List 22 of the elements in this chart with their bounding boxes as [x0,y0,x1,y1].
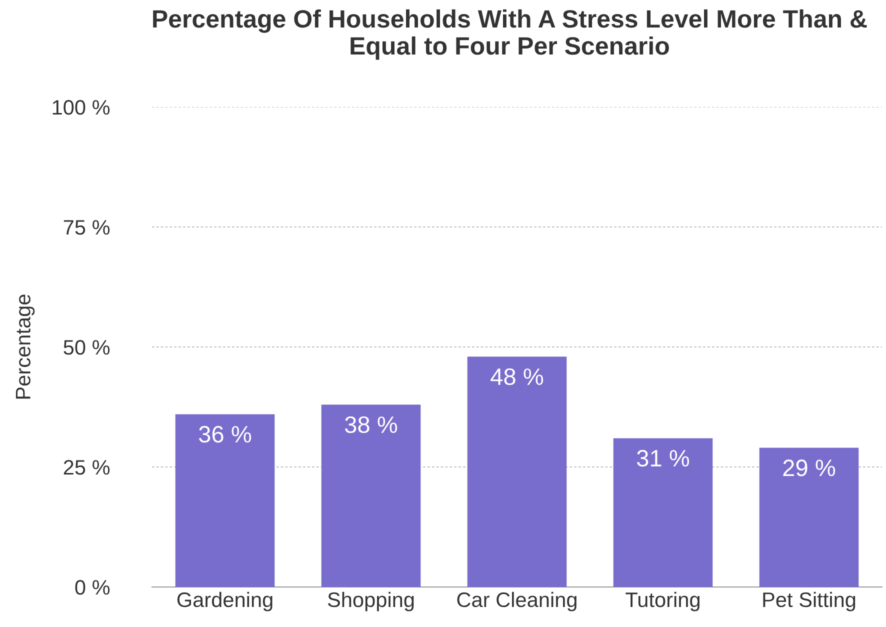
bar [613,438,713,587]
data-label: 29 % [783,460,836,476]
data-label: 48 % [490,368,544,386]
chart-title: Percentage Of Households With A Stress Level More Than & Equal to Four Per Scenario [153,9,867,60]
y-axis-title: Percentage [16,294,35,399]
y-tick-label: 100 % [52,100,110,115]
bar [759,448,859,587]
y-tick-label: 25 % [64,460,110,475]
x-tick-label: Tutoring [626,592,700,612]
x-tick-label: Shopping [328,592,414,612]
y-tick-label: 50 % [64,340,110,355]
data-label: 36 % [198,426,252,443]
data-label: 31 % [636,450,690,467]
bar [175,414,275,587]
y-tick-label: 0 % [75,580,110,595]
bar [467,356,567,587]
bar [321,404,421,587]
x-tick-label: Pet Sitting [763,592,856,612]
x-tick-label: Gardening [177,592,272,612]
y-tick-label: 75 % [64,220,110,235]
data-label: 38 % [344,416,398,434]
x-tick-label: Car Cleaning [457,592,576,612]
